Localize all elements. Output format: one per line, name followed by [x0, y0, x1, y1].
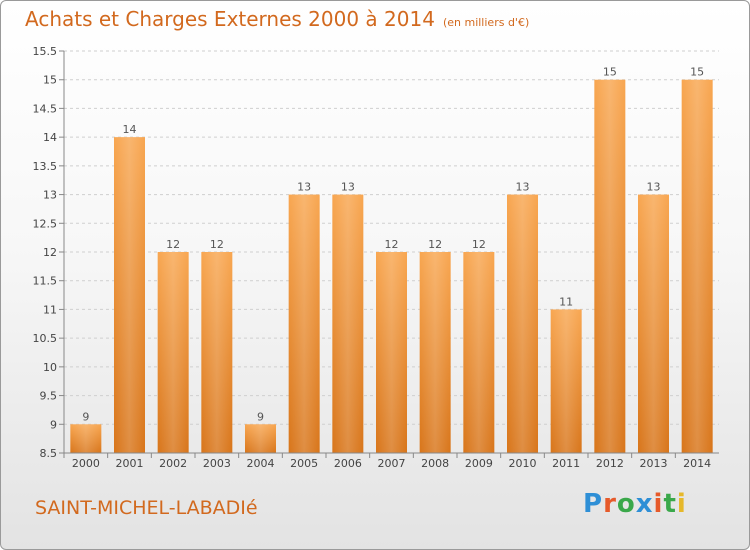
x-tick-label: 2003	[203, 457, 231, 470]
x-axis: 2000 2001 2002 2003 2004 2005 2006 2007 2008 2009…	[63, 452, 719, 470]
data-label: 13	[516, 181, 530, 194]
x-tick-label: 2001	[116, 457, 144, 470]
data-label: 15	[603, 66, 617, 79]
data-label: 11	[559, 295, 573, 308]
data-label: 12	[166, 238, 180, 251]
bar-sheen	[463, 252, 495, 453]
logo-letter: P	[583, 489, 604, 519]
data-label: 15	[690, 66, 704, 79]
data-label: 13	[297, 181, 311, 194]
logo-letter: i	[653, 489, 664, 519]
x-tick-label: 2006	[334, 457, 362, 470]
logo-letter: x	[635, 489, 654, 519]
x-tick-label: 2010	[509, 457, 537, 470]
y-tick-label: 12.5	[33, 217, 58, 230]
bar-sheen	[201, 252, 233, 453]
x-tick-label: 2009	[465, 457, 493, 470]
x-tick-label: 2004	[247, 457, 275, 470]
proxiti-logo[interactable]: Proxiti	[583, 489, 687, 519]
commune-name: SAINT-MICHEL-LABADIé	[35, 497, 258, 519]
x-tick-label: 2008	[421, 457, 449, 470]
x-tick-label: 2007	[378, 457, 406, 470]
title-block: Achats et Charges Externes 2000 à 2014 (e…	[25, 7, 529, 31]
bar-sheen	[638, 194, 669, 454]
y-tick-label: 9	[50, 418, 57, 431]
x-tick-label: 2000	[72, 457, 100, 470]
data-label: 14	[123, 123, 137, 136]
bars: 9 14 12 12 9 13 13 12 12 12 13 11 15 13 15	[70, 66, 713, 454]
bar-sheen	[114, 137, 145, 453]
bar-sheen	[70, 424, 102, 453]
logo-letter: o	[616, 489, 636, 519]
y-tick-label: 14	[43, 131, 57, 144]
y-tick-label: 13	[43, 189, 57, 202]
x-tick-label: 2014	[683, 457, 711, 470]
y-axis: 8.5 9 9.5 10 10.5 11 11.5 12 12.5 13 13.5 14 14.5 15 1…	[33, 45, 65, 460]
logo-letter: r	[603, 489, 617, 519]
chart-subtitle: (en milliers d'€)	[442, 16, 530, 29]
data-label: 9	[257, 410, 264, 423]
chart-title: Achats et Charges Externes 2000 à 2014	[25, 7, 435, 31]
bar-sheen	[594, 79, 626, 453]
y-tick-label: 13.5	[33, 160, 58, 173]
x-tick-label: 2011	[552, 457, 580, 470]
logo-letter: t	[663, 489, 677, 519]
data-label: 13	[647, 181, 661, 194]
data-label: 12	[385, 238, 399, 251]
bar-sheen	[419, 252, 451, 453]
y-tick-label: 15.5	[33, 45, 58, 58]
y-tick-label: 8.5	[40, 447, 58, 460]
x-tick-label: 2002	[159, 457, 187, 470]
bar-sheen	[681, 79, 713, 453]
y-tick-label: 11.5	[33, 275, 58, 288]
data-label: 12	[472, 238, 486, 251]
y-tick-label: 14.5	[33, 102, 58, 115]
y-tick-label: 15	[43, 74, 57, 87]
x-tick-label: 2013	[640, 457, 668, 470]
x-tick-label: 2005	[290, 457, 318, 470]
bar-sheen	[245, 424, 276, 453]
data-label: 9	[82, 410, 89, 423]
y-tick-label: 10	[43, 361, 57, 374]
y-tick-label: 11	[43, 303, 57, 316]
bar-sheen	[550, 309, 582, 453]
data-label: 12	[428, 238, 442, 251]
bar-sheen	[157, 252, 189, 453]
x-tick-label: 2012	[596, 457, 624, 470]
data-label: 12	[210, 238, 224, 251]
bar-sheen	[507, 194, 538, 454]
y-tick-label: 9.5	[40, 390, 58, 403]
logo-letter: i	[676, 489, 687, 519]
data-label: 13	[341, 181, 355, 194]
bar-sheen	[288, 194, 320, 454]
y-tick-label: 10.5	[33, 332, 58, 345]
bar-sheen	[332, 194, 364, 454]
bar-sheen	[376, 252, 407, 453]
y-tick-label: 12	[43, 246, 57, 259]
